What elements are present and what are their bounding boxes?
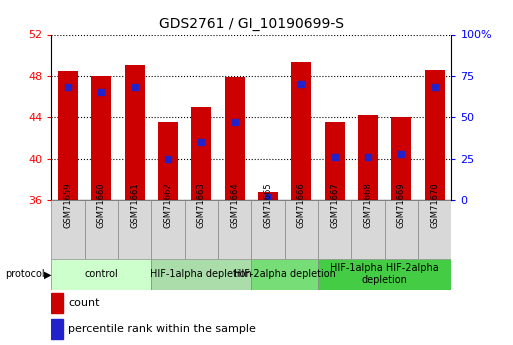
Text: control: control [85,269,118,279]
Text: HIF-1alpha HIF-2alpha
depletion: HIF-1alpha HIF-2alpha depletion [330,264,439,285]
Bar [418,200,451,259]
Text: GSM71659: GSM71659 [64,183,72,228]
Bar [351,200,385,259]
Bar [51,293,63,313]
Bar [51,259,151,290]
Bar [291,62,311,200]
Bar [151,259,251,290]
Text: ▶: ▶ [44,269,51,279]
Bar [425,70,445,200]
Bar [385,200,418,259]
Text: GSM71663: GSM71663 [197,183,206,228]
Bar [225,77,245,200]
Bar [318,200,351,259]
Bar [185,200,218,259]
Bar [358,115,378,200]
Bar [125,65,145,200]
Bar [51,319,63,339]
Bar [391,117,411,200]
Bar [285,200,318,259]
Bar [191,107,211,200]
Text: count: count [68,298,100,308]
Bar [51,200,85,259]
Text: GSM71665: GSM71665 [264,183,272,228]
Bar [258,192,278,200]
Bar [251,200,285,259]
Bar [251,259,318,290]
Text: GSM71661: GSM71661 [130,183,139,228]
Bar [91,76,111,200]
Bar [325,122,345,200]
Bar [58,71,78,200]
Text: HIF-2alpha depletion: HIF-2alpha depletion [234,269,336,279]
Bar [158,122,178,200]
Text: GSM71662: GSM71662 [164,183,172,228]
Text: GSM71664: GSM71664 [230,183,239,228]
Text: GSM71668: GSM71668 [364,183,372,228]
Bar [318,259,451,290]
Bar [118,200,151,259]
Text: GSM71660: GSM71660 [97,183,106,228]
Text: HIF-1alpha depletion: HIF-1alpha depletion [150,269,252,279]
Bar [218,200,251,259]
Title: GDS2761 / GI_10190699-S: GDS2761 / GI_10190699-S [159,17,344,31]
Text: GSM71667: GSM71667 [330,183,339,228]
Text: GSM71670: GSM71670 [430,183,439,228]
Bar [151,200,185,259]
Text: GSM71666: GSM71666 [297,183,306,228]
Text: protocol: protocol [5,269,45,279]
Bar [85,200,118,259]
Text: percentile rank within the sample: percentile rank within the sample [68,324,256,334]
Text: GSM71669: GSM71669 [397,183,406,228]
